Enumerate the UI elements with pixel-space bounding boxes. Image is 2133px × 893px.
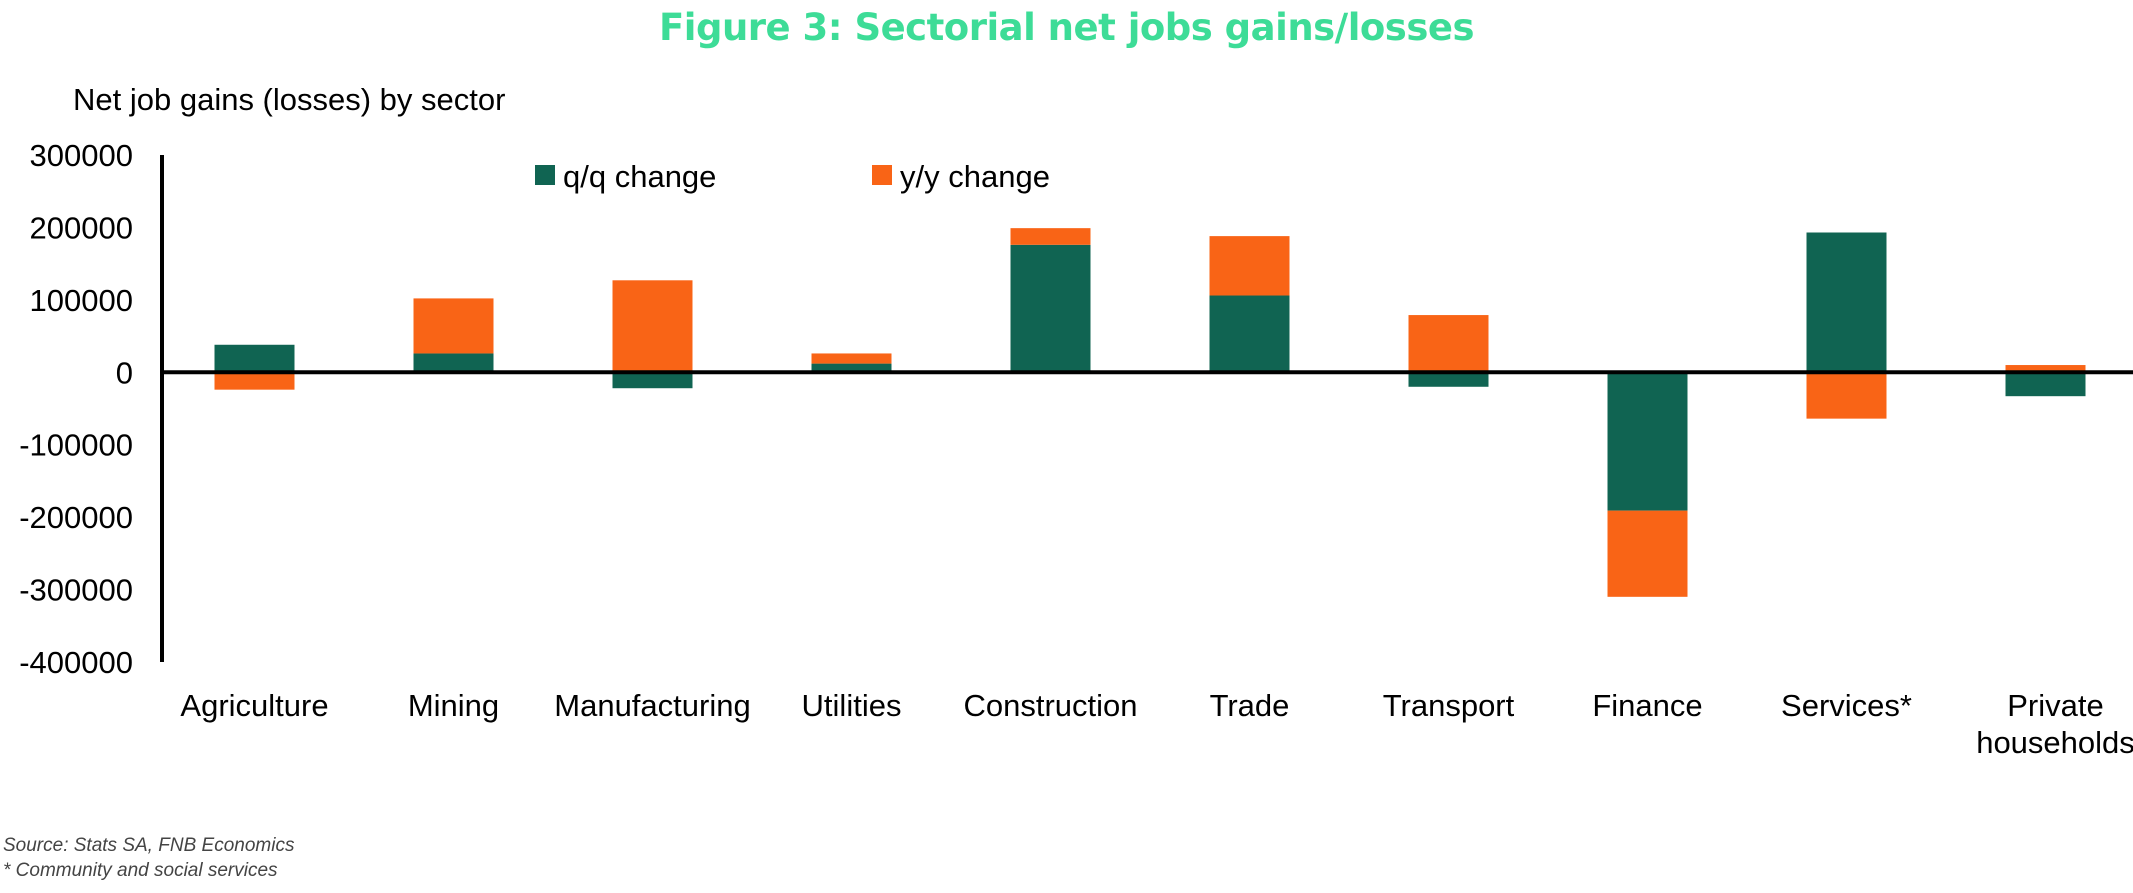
source-note: Source: Stats SA, FNB Economics	[3, 835, 295, 856]
legend-swatch-1	[872, 165, 892, 185]
bar-qq-7	[1607, 372, 1688, 511]
bar-qq-0	[214, 344, 295, 373]
bar-yy-5	[1209, 236, 1290, 296]
legend: q/q change y/y change	[535, 159, 1050, 194]
y-tick-label-7: -400000	[19, 645, 133, 680]
footnote: * Community and social services	[3, 860, 278, 881]
x-tick-label-1: Mining	[408, 688, 499, 723]
y-tick-label-6: -300000	[19, 573, 133, 608]
bar-qq-2	[612, 372, 693, 389]
x-tick-label-7: Finance	[1592, 688, 1702, 723]
y-tick-label-1: 200000	[30, 210, 133, 245]
bar-yy-8	[1806, 372, 1887, 419]
bar-qq-3	[811, 363, 892, 373]
bar-qq-5	[1209, 295, 1290, 373]
x-tick-label-6: Transport	[1383, 688, 1515, 723]
y-tick-label-4: -100000	[19, 428, 133, 463]
y-tick-label-2: 100000	[30, 283, 133, 318]
y-tick-label-3: 0	[116, 355, 133, 390]
bar-qq-8	[1806, 232, 1887, 373]
x-tick-label-4: Construction	[963, 688, 1137, 723]
bar-qq-4	[1010, 244, 1091, 373]
x-tick-label-8: Services*	[1781, 688, 1912, 723]
bar-yy-3	[811, 353, 892, 364]
bar-yy-1	[413, 298, 494, 354]
bar-yy-2	[612, 280, 693, 373]
bar-yy-0	[214, 372, 295, 390]
bar-qq-1	[413, 353, 494, 373]
axes-layer: 300000 200000 100000 0 -100000 -200000 -300000…	[19, 138, 2133, 760]
x-tick-label-2: Manufacturing	[554, 688, 750, 723]
y-tick-label-0: 300000	[30, 138, 133, 173]
bar-qq-9	[2005, 372, 2086, 397]
x-tick-label-5: Trade	[1210, 688, 1290, 723]
x-tick-label-3: Utilities	[802, 688, 902, 723]
y-tick-label-5: -200000	[19, 500, 133, 535]
bar-yy-6	[1408, 315, 1489, 373]
x-tick-label-0: Agriculture	[180, 688, 328, 723]
legend-label-0: q/q change	[563, 159, 716, 194]
bars-layer	[214, 228, 2086, 597]
legend-label-1: y/y change	[900, 159, 1050, 194]
bar-yy-9	[2005, 365, 2086, 373]
bar-qq-6	[1408, 372, 1489, 387]
x-tick-label-9: Private households	[1976, 688, 2133, 760]
legend-swatch-0	[535, 165, 555, 185]
chart-title: Figure 3: Sectorial net jobs gains/losse…	[659, 6, 1474, 49]
bar-yy-7	[1607, 510, 1688, 597]
y-axis-label: Net job gains (losses) by sector	[73, 82, 506, 117]
bar-yy-4	[1010, 228, 1091, 245]
